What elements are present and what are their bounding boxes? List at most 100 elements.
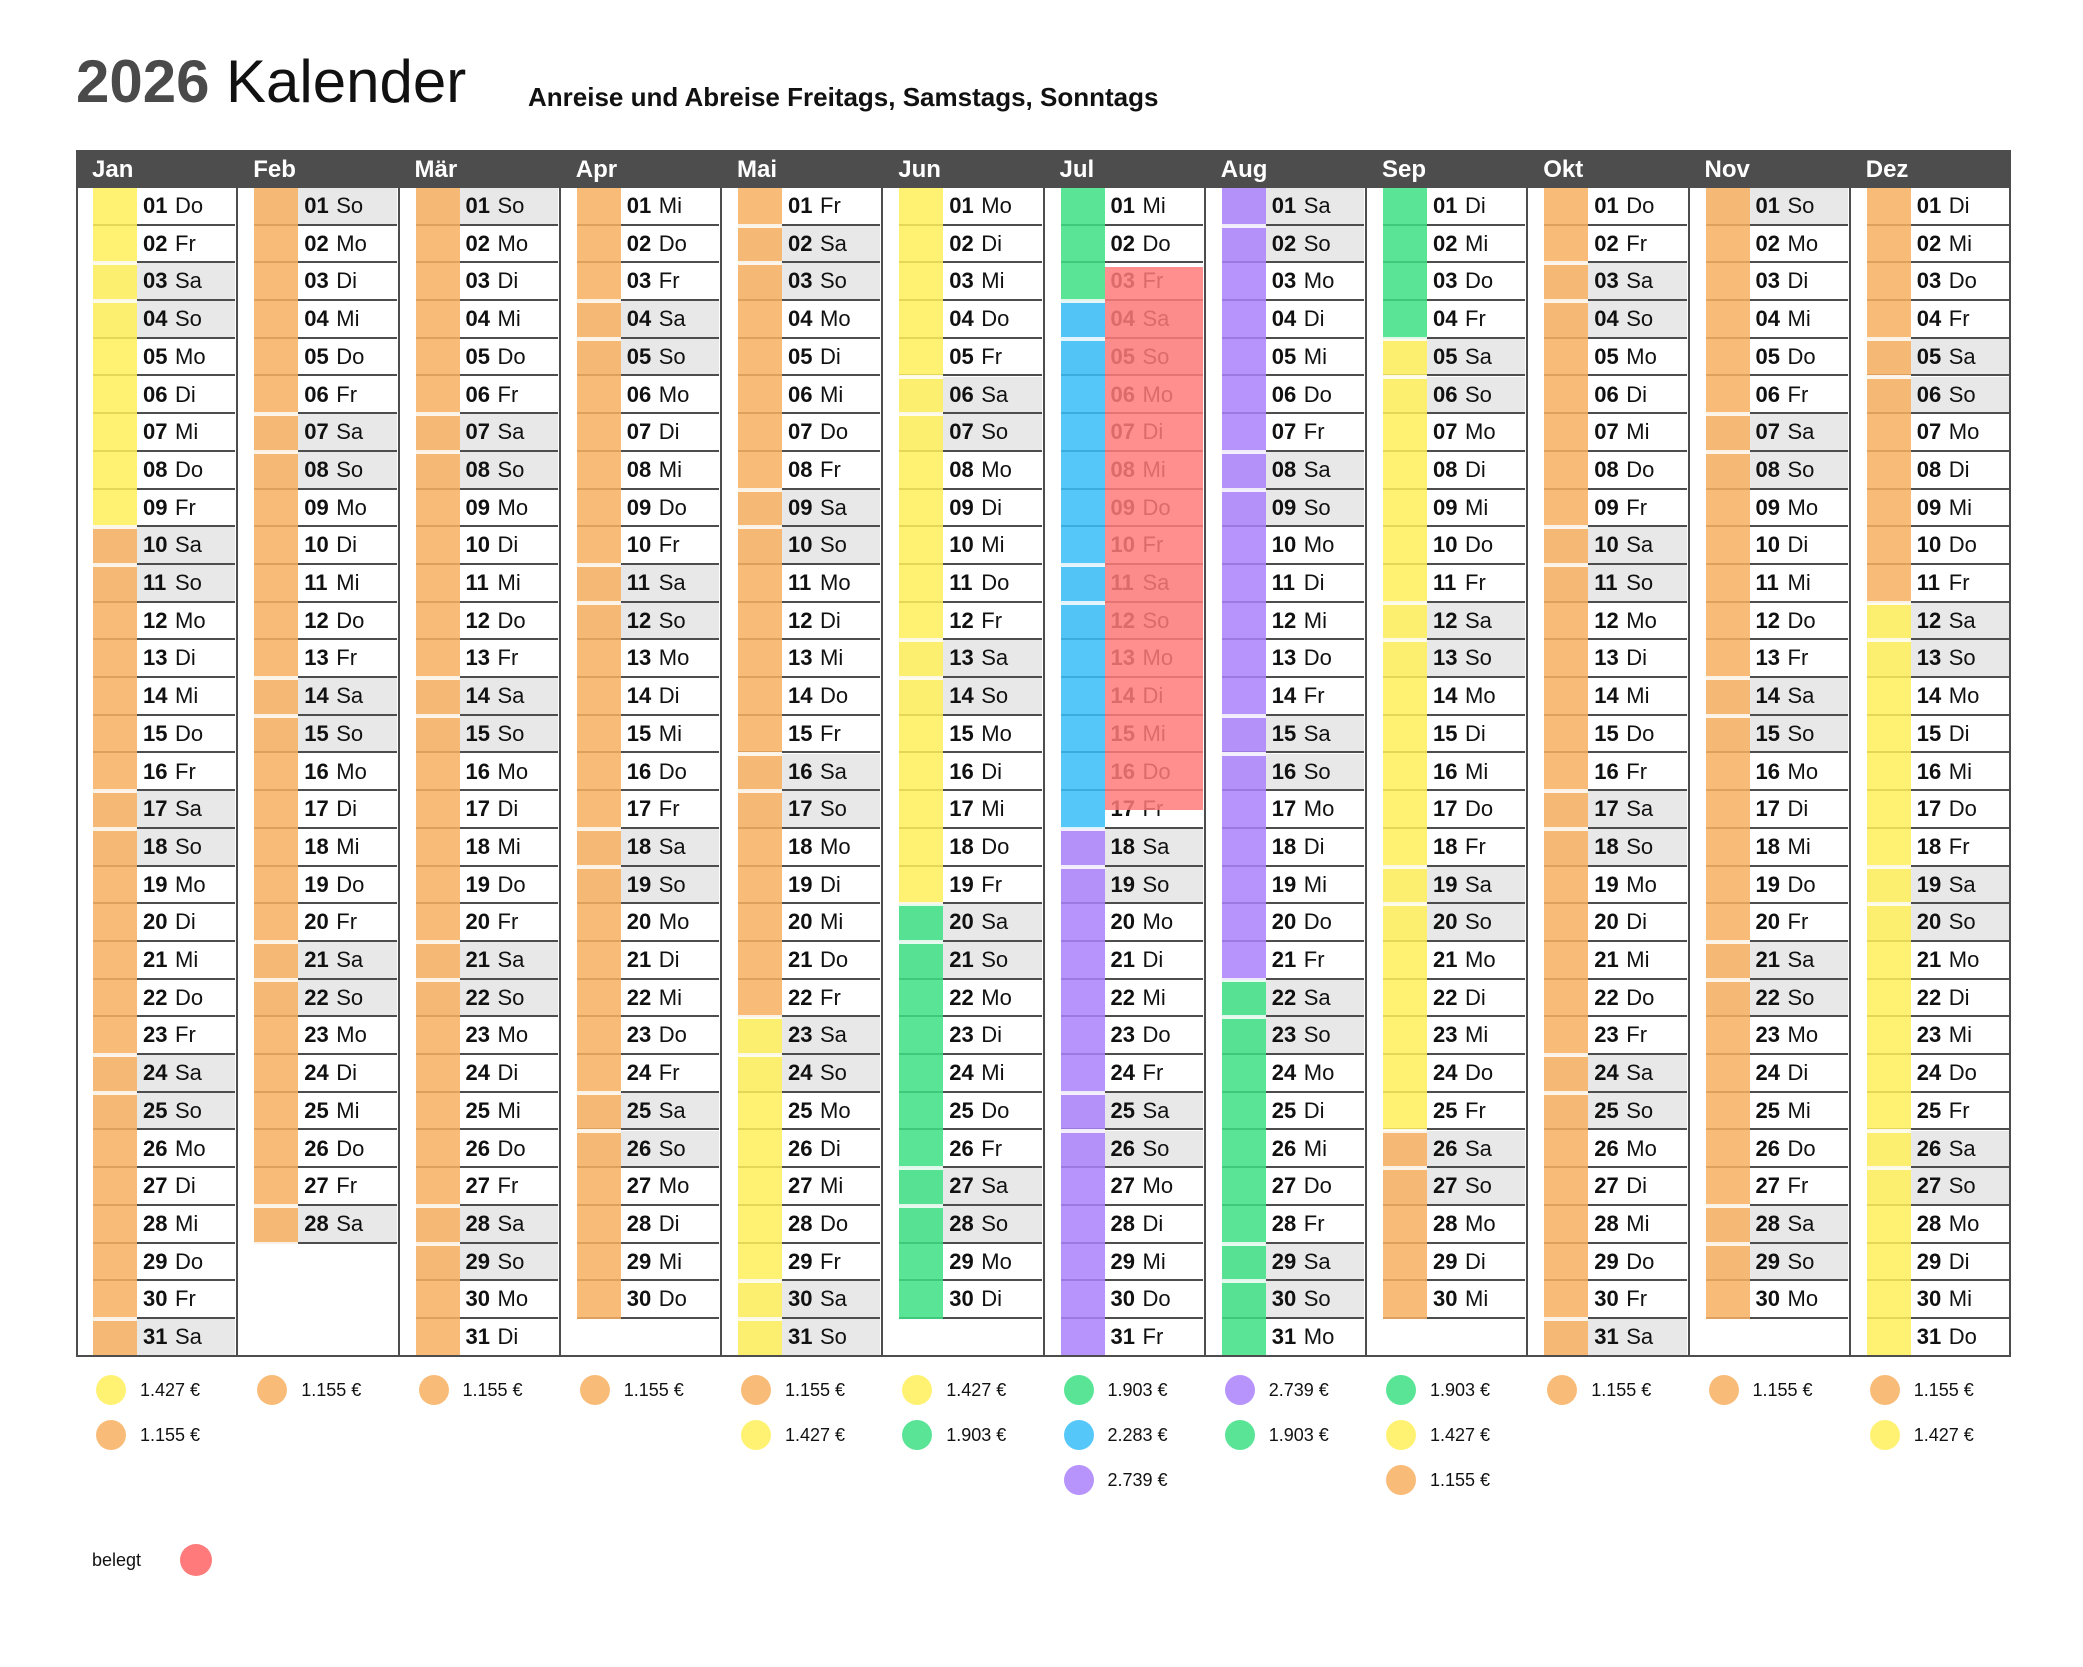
day-cell: 05 Mo	[1544, 339, 1687, 377]
day-cell: 07 Mo	[1383, 414, 1526, 452]
day-cell: 18 Di	[1221, 829, 1364, 867]
day-number: 17	[465, 796, 490, 822]
day-number: 08	[304, 456, 329, 482]
day-number: 25	[626, 1097, 652, 1123]
day-cell: 12 Do	[254, 603, 397, 641]
day-cell: 24 Fr	[576, 1055, 719, 1093]
day-number: 23	[304, 1022, 329, 1048]
day-cell: 09 Mo	[254, 490, 397, 528]
day-cell: 21 Mi	[93, 942, 236, 980]
weekday-name: Fr	[1303, 947, 1325, 972]
day-number: 21	[304, 947, 329, 972]
day-cell: 06 Do	[1221, 377, 1364, 415]
legend-dot-green	[1224, 1420, 1255, 1450]
day-number: 27	[465, 1173, 490, 1199]
weekday-name: Mo	[981, 1248, 1012, 1274]
day-number: 20	[1594, 909, 1619, 935]
day-number: 26	[465, 1135, 490, 1161]
day-cell: 17 Mo	[1221, 791, 1364, 829]
weekday-name: Mi	[1948, 1022, 1972, 1048]
day-cell: 23 Do	[576, 1017, 719, 1056]
weekday-name: Mi	[1626, 947, 1650, 972]
day-cell: 27 Di	[1544, 1168, 1687, 1206]
weekday-name: Mo	[175, 343, 206, 369]
day-number: 04	[1271, 306, 1297, 332]
day-number: 24	[1110, 1060, 1135, 1086]
day-cell: 02 Fr	[93, 226, 236, 264]
changeover-marker	[1544, 1090, 1589, 1095]
weekday-name: Mo	[1787, 494, 1819, 520]
column-divider	[2009, 188, 2011, 1357]
month-header-bar	[76, 150, 2011, 188]
day-cell: 27 Mo	[576, 1168, 719, 1206]
day-cell: 26 Do	[1705, 1131, 1848, 1169]
day-number: 05	[1755, 343, 1780, 369]
weekday-name: Di	[658, 419, 680, 445]
month-header-m6: Jun	[898, 156, 941, 183]
day-cell: 14 Do	[738, 678, 881, 716]
day-number: 18	[1433, 833, 1458, 859]
day-cell: 10 Mo	[1221, 527, 1364, 565]
title-word: Kalender	[226, 48, 467, 115]
weekday-name: Di	[981, 758, 1003, 784]
weekday-name: Di	[1787, 268, 1809, 294]
day-number: 04	[143, 306, 168, 332]
day-cell: 19 Mi	[1221, 867, 1364, 905]
price-band-yellow	[899, 188, 944, 905]
weekday-name: Sa	[658, 1097, 686, 1123]
day-cell: 04 Fr	[1866, 301, 2009, 339]
weekday-name: Do	[1787, 607, 1816, 633]
changeover-marker	[576, 1128, 621, 1133]
day-number: 09	[304, 494, 329, 520]
weekday-name: Mo	[981, 456, 1012, 482]
day-number: 23	[1271, 1022, 1297, 1048]
day-number: 27	[304, 1173, 329, 1199]
day-number: 30	[465, 1286, 490, 1312]
day-number: 25	[1433, 1097, 1458, 1123]
day-cell: 29 Mi	[576, 1244, 719, 1282]
day-number: 15	[304, 720, 329, 746]
weekday-name: Fr	[1626, 230, 1648, 256]
weekday-name: So	[1948, 909, 1976, 935]
weekday-name: Mi	[658, 720, 682, 746]
column-divider	[1848, 188, 1851, 1357]
changeover-marker	[1866, 902, 1911, 907]
day-cell: 04 Do	[899, 301, 1042, 339]
day-cell: 10 Mi	[899, 527, 1042, 565]
day-cell: 13 Di	[1544, 640, 1687, 679]
day-cell: 13 Fr	[415, 640, 558, 679]
day-number: 18	[1110, 833, 1135, 859]
day-cell: 18 Mi	[254, 829, 397, 867]
weekday-name: Do	[1626, 456, 1655, 482]
day-number: 30	[788, 1286, 813, 1312]
weekday-name: So	[820, 1324, 847, 1349]
legend-dot-yellow	[1869, 1420, 1900, 1450]
day-cell: 18 Fr	[1866, 829, 2009, 867]
price-band-green	[1383, 188, 1427, 339]
weekday-name: Do	[1787, 871, 1816, 897]
price-band-yellow	[1866, 602, 1911, 1357]
day-number: 03	[1755, 268, 1780, 294]
day-cell: 23 Do	[1060, 1017, 1203, 1056]
day-number: 15	[1594, 720, 1619, 746]
weekday-name: Di	[497, 532, 519, 558]
day-cell: 09 Mi	[1383, 490, 1526, 528]
day-number: 22	[1271, 984, 1297, 1010]
day-cell: 28 Mo	[1866, 1206, 2009, 1244]
weekday-name: Mi	[1948, 494, 1972, 520]
day-number: 03	[1594, 268, 1619, 294]
weekday-name: Di	[1948, 984, 1970, 1010]
weekday-name: Mi	[336, 306, 360, 332]
day-number: 30	[626, 1286, 652, 1312]
weekday-name: Do	[1142, 1022, 1171, 1048]
day-cell: 28 Fr	[1221, 1206, 1364, 1244]
day-number: 21	[1755, 947, 1780, 972]
changeover-marker	[1705, 412, 1750, 417]
day-number: 24	[465, 1060, 490, 1086]
legend-price: 1.155 €	[462, 1380, 523, 1400]
weekday-name: Di	[1465, 720, 1486, 746]
weekday-name: So	[175, 306, 202, 332]
day-cell: 20 Di	[93, 904, 236, 942]
day-number: 02	[304, 230, 329, 256]
day-number: 21	[465, 947, 490, 972]
